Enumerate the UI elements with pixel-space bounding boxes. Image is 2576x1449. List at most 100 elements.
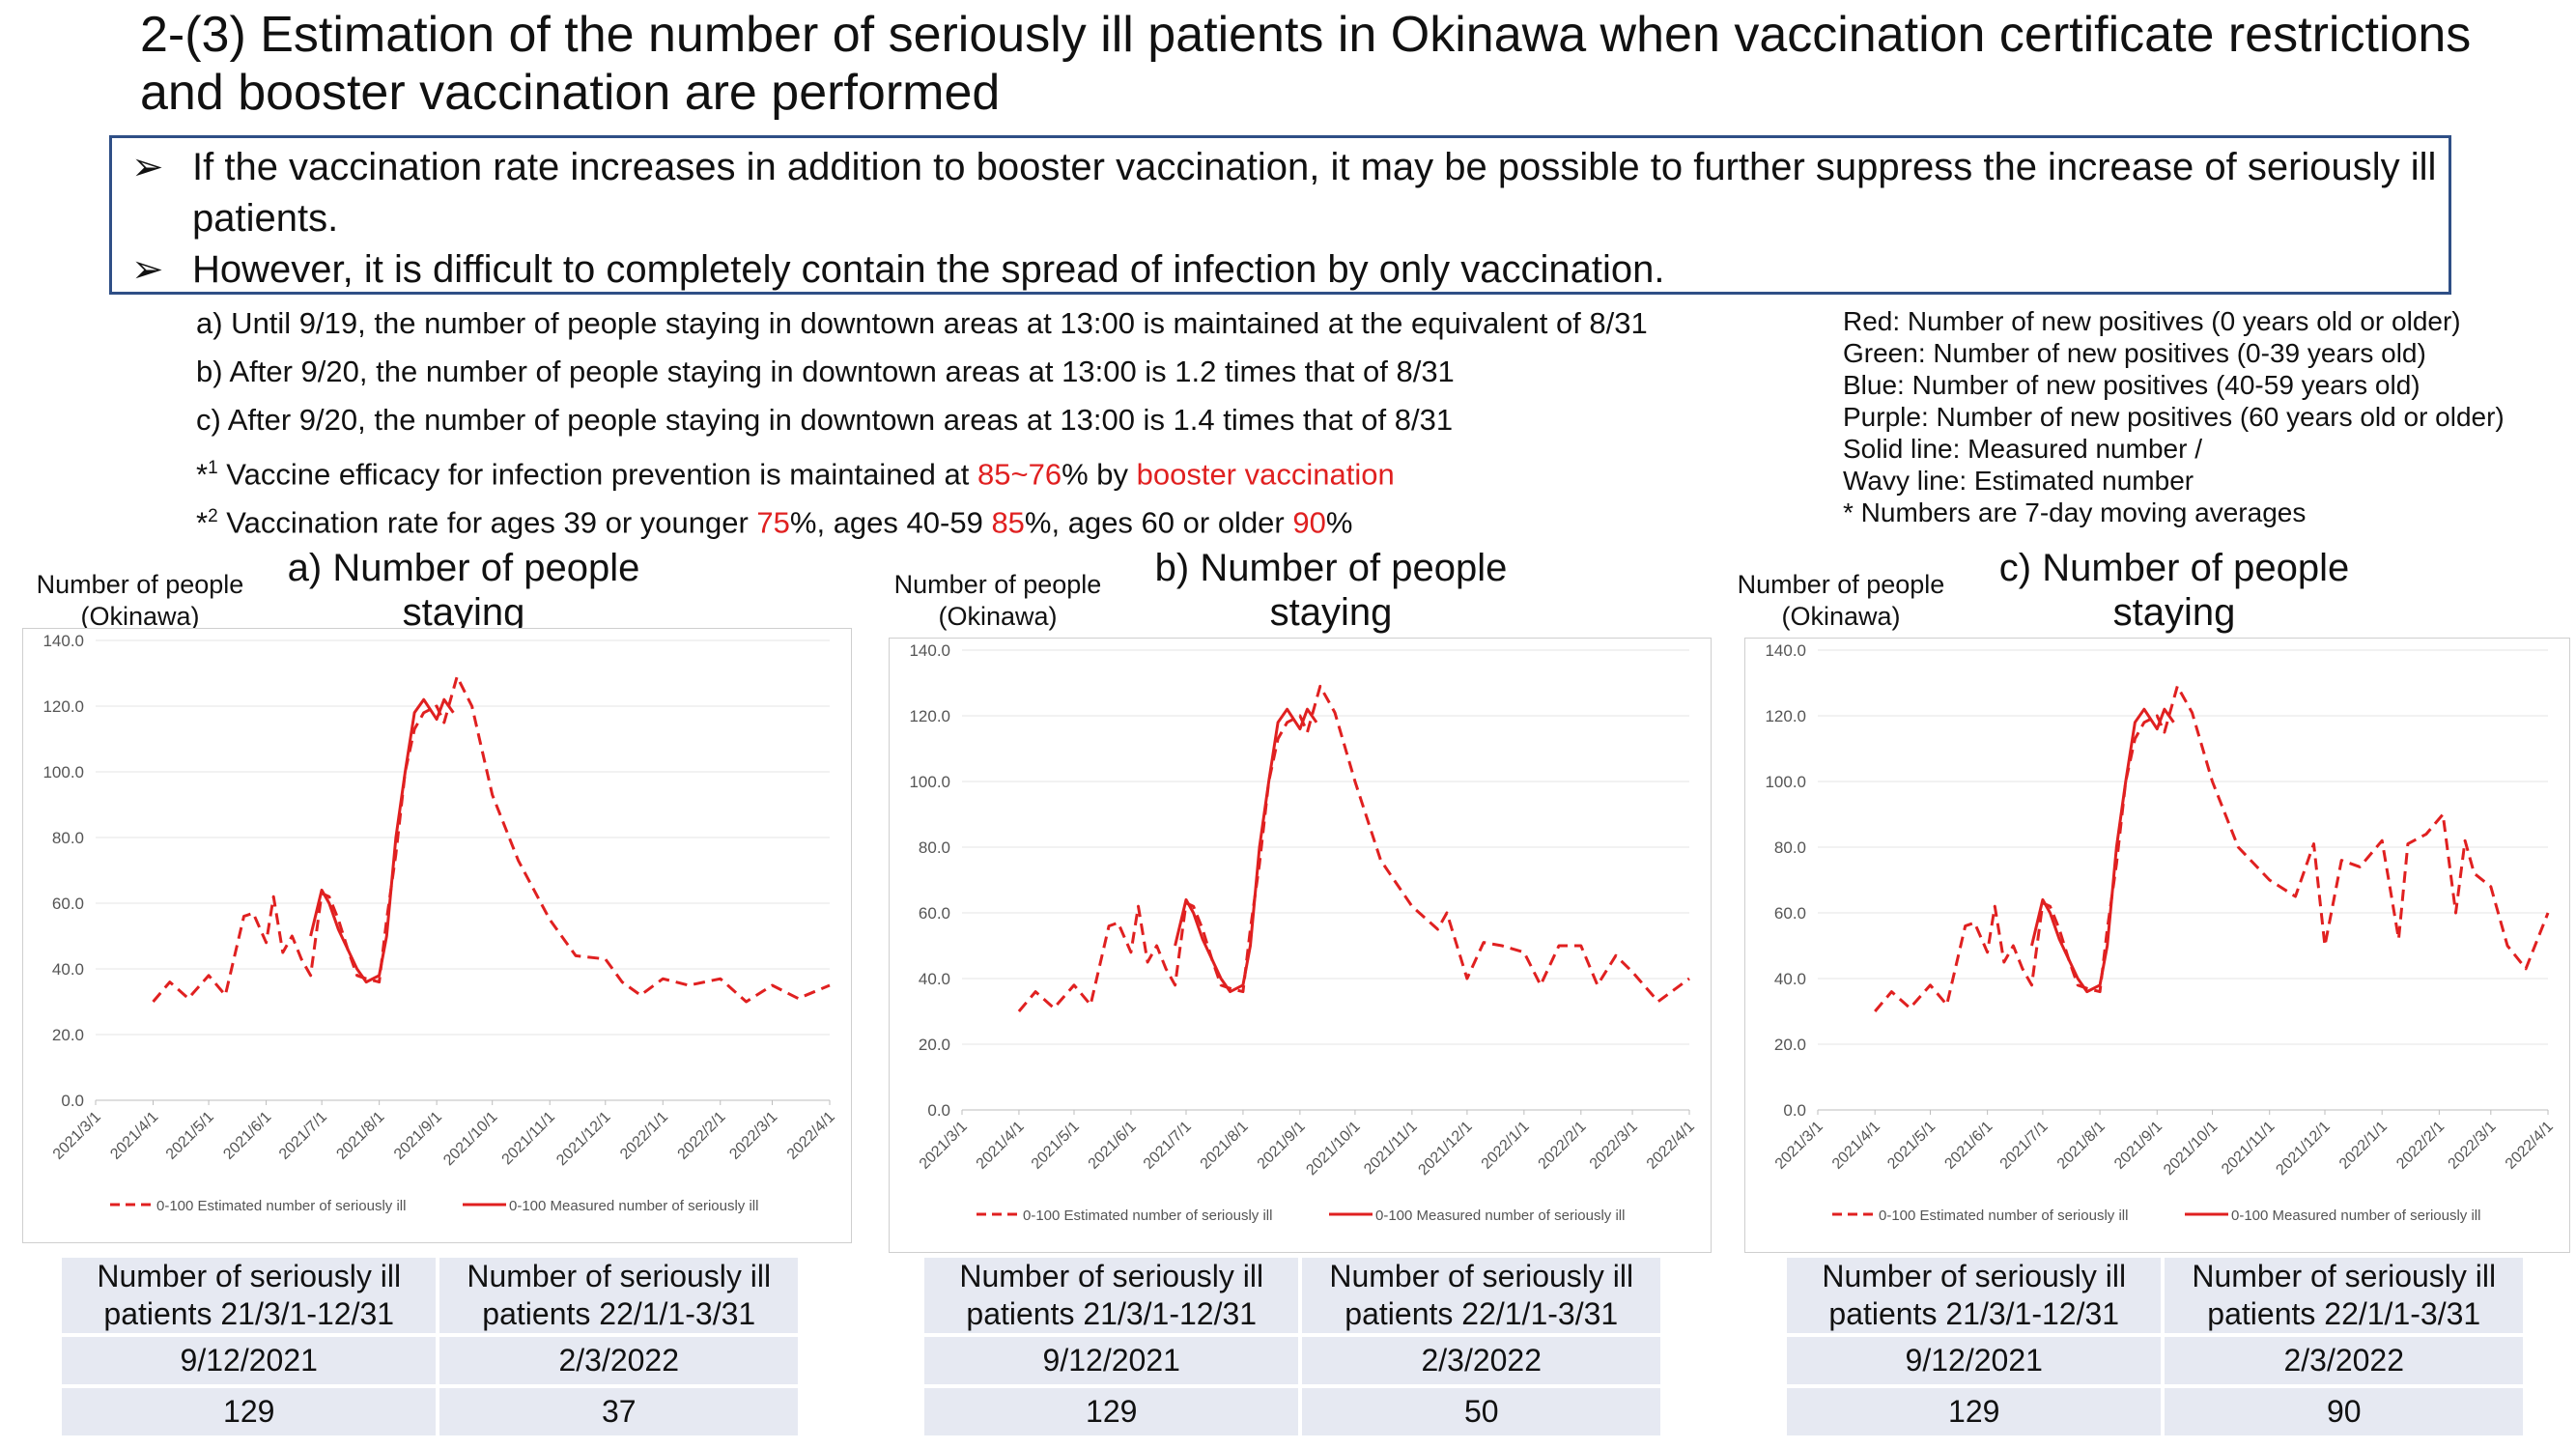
x-tick-label: 2022/4/1 <box>1644 1119 1698 1173</box>
peak-date-cell: 9/12/2021 <box>1787 1337 2162 1384</box>
x-tick-label: 2022/4/1 <box>2503 1119 2557 1173</box>
measured-series-line <box>2030 707 2175 994</box>
peak-value-cell: 50 <box>1302 1388 1660 1435</box>
panel-y-label: Number of people (Okinawa) <box>893 570 1102 631</box>
x-tick-label: 2021/11/1 <box>2219 1119 2279 1179</box>
stats-table: Number of seriously ill patients 21/3/1-… <box>1783 1254 2527 1439</box>
y-tick-label: 140.0 <box>909 641 950 660</box>
legend-label: 0-100 Measured number of seriously ill <box>2231 1208 2480 1224</box>
summary-box: ➢ If the vaccination rate increases in a… <box>109 135 2451 295</box>
legend-label: 0-100 Estimated number of seriously ill <box>1023 1208 1272 1224</box>
panel-b: Number of people (Okinawa) b) Number of … <box>882 546 1732 1444</box>
legend-note-line: Wavy line: Estimated number <box>1843 466 2194 496</box>
peak-date-cell: 2/3/2022 <box>439 1337 798 1384</box>
chart-b: 0.0 20.0 40.0 60.0 80.0 100.0 120.0 140.0 2021/3… <box>909 641 1698 1224</box>
x-tick-label: 2021/3/1 <box>50 1109 104 1163</box>
x-tick-label: 2022/3/1 <box>2446 1119 2500 1173</box>
x-tick-label: 2022/2/1 <box>1536 1119 1590 1173</box>
legend-label: 0-100 Estimated number of seriously ill <box>1879 1208 2128 1224</box>
x-tick-label: 2021/9/1 <box>1255 1119 1309 1173</box>
table-header: Number of seriously ill patients 22/1/1-… <box>439 1258 798 1333</box>
legend-note-line: Green: Number of new positives (0-39 yea… <box>1843 338 2426 368</box>
summary-bullet: ➢ If the vaccination rate increases in a… <box>131 142 2449 244</box>
x-tick-label: 2022/4/1 <box>784 1109 838 1163</box>
x-tick-label: 2021/6/1 <box>1086 1119 1140 1173</box>
y-tick-label: 40.0 <box>919 970 950 988</box>
table-header: Number of seriously ill patients 21/3/1-… <box>62 1258 437 1333</box>
y-tick-label: 60.0 <box>1774 904 1806 923</box>
y-tick-label: 60.0 <box>52 895 84 913</box>
y-tick-label: 120.0 <box>909 707 950 725</box>
y-tick-label: 80.0 <box>919 838 950 857</box>
estimated-series-line <box>1874 684 2550 1012</box>
y-tick-label: 100.0 <box>1765 773 1806 791</box>
peak-value-cell: 129 <box>1787 1388 2162 1435</box>
panel-a: Number of people (Okinawa) a) Number of … <box>19 546 869 1444</box>
peak-date-cell: 9/12/2021 <box>924 1337 1299 1384</box>
summary-bullet: ➢ However, it is difficult to completely… <box>131 244 2449 296</box>
legend-note-line: Blue: Number of new positives (40-59 yea… <box>1843 370 2420 400</box>
y-tick-label: 140.0 <box>42 632 84 650</box>
x-tick-label: 2021/7/1 <box>1997 1119 2052 1173</box>
y-tick-label: 80.0 <box>52 829 84 847</box>
panel-c: Number of people (Okinawa) c) Number of … <box>1725 546 2575 1444</box>
footnote-1: *1 Vaccine efficacy for infection preven… <box>196 457 1395 492</box>
y-tick-label: 120.0 <box>1765 707 1806 725</box>
chart-frame: 0.0 20.0 40.0 60.0 80.0 100.0 120.0 140.0 2021/3… <box>889 638 1712 1253</box>
x-tick-label: 2021/12/1 <box>2273 1119 2333 1179</box>
x-tick-label: 2021/11/1 <box>1361 1119 1421 1179</box>
x-tick-label: 2021/12/1 <box>1415 1119 1475 1179</box>
x-tick-label: 2021/3/1 <box>917 1119 971 1173</box>
x-tick-label: 2021/10/1 <box>2161 1119 2221 1179</box>
legend-label: 0-100 Measured number of seriously ill <box>509 1198 758 1214</box>
arrow-bullet-icon: ➢ <box>131 146 164 188</box>
condition-b: b) After 9/20, the number of people stay… <box>196 355 1455 388</box>
y-tick-label: 0.0 <box>927 1101 950 1120</box>
x-tick-label: 2021/10/1 <box>1303 1119 1363 1179</box>
chart-frame: 0.0 20.0 40.0 60.0 80.0 100.0 120.0 140.0 2021/3… <box>22 628 852 1243</box>
peak-value-cell: 129 <box>924 1388 1299 1435</box>
x-tick-label: 2021/9/1 <box>391 1109 445 1163</box>
legend-note: Red: Number of new positives (0 years ol… <box>1843 305 2505 528</box>
condition-c: c) After 9/20, the number of people stay… <box>196 403 1454 437</box>
table-header: Number of seriously ill patients 21/3/1-… <box>924 1258 1299 1333</box>
x-tick-label: 2021/4/1 <box>107 1109 161 1163</box>
x-tick-label: 2022/3/1 <box>726 1109 780 1163</box>
summary-text: However, it is difficult to completely c… <box>192 248 1665 291</box>
y-tick-label: 0.0 <box>1783 1101 1806 1120</box>
x-tick-label: 2021/8/1 <box>333 1109 387 1163</box>
y-tick-label: 80.0 <box>1774 838 1806 857</box>
legend-note-line: Solid line: Measured number / <box>1843 434 2202 464</box>
measured-series-line <box>309 697 455 984</box>
peak-value-cell: 37 <box>439 1388 798 1435</box>
legend-note-line: Purple: Number of new positives (60 year… <box>1843 402 2505 432</box>
chart-frame: 0.0 20.0 40.0 60.0 80.0 100.0 120.0 140.0 2021/3… <box>1744 638 2570 1253</box>
x-tick-label: 2022/3/1 <box>1587 1119 1641 1173</box>
y-tick-label: 60.0 <box>919 904 950 923</box>
x-tick-label: 2021/5/1 <box>1029 1119 1083 1173</box>
peak-date-cell: 2/3/2022 <box>1302 1337 1660 1384</box>
y-tick-label: 20.0 <box>52 1026 84 1044</box>
scenario-conditions: a) Until 9/19, the number of people stay… <box>196 304 1648 546</box>
page-title: 2-(3) Estimation of the number of seriou… <box>140 7 2472 121</box>
y-tick-label: 100.0 <box>42 763 84 781</box>
legend-label: 0-100 Estimated number of seriously ill <box>156 1198 406 1214</box>
stats-table: Number of seriously ill patients 21/3/1-… <box>920 1254 1664 1439</box>
peak-date-cell: 2/3/2022 <box>2165 1337 2523 1384</box>
x-tick-label: 2021/7/1 <box>1141 1119 1195 1173</box>
peak-value-cell: 129 <box>62 1388 437 1435</box>
x-tick-label: 2021/5/1 <box>1884 1119 1939 1173</box>
arrow-bullet-icon: ➢ <box>131 248 164 291</box>
peak-date-cell: 9/12/2021 <box>62 1337 437 1384</box>
x-tick-label: 2022/2/1 <box>675 1109 729 1163</box>
summary-text: If the vaccination rate increases in add… <box>192 146 2437 240</box>
x-tick-label: 2022/1/1 <box>2336 1119 2391 1173</box>
y-tick-label: 0.0 <box>61 1092 84 1110</box>
y-tick-label: 20.0 <box>919 1036 950 1054</box>
x-tick-label: 2021/4/1 <box>1829 1119 1883 1173</box>
panel-y-label: Number of people (Okinawa) <box>1737 570 1945 631</box>
x-tick-label: 2021/4/1 <box>974 1119 1028 1173</box>
y-tick-label: 20.0 <box>1774 1036 1806 1054</box>
x-tick-label: 2022/1/1 <box>1479 1119 1533 1173</box>
x-tick-label: 2021/8/1 <box>2054 1119 2109 1173</box>
